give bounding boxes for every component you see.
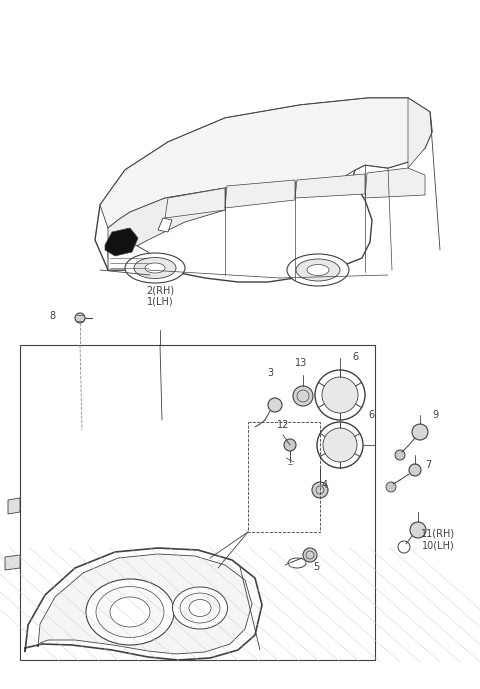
- Ellipse shape: [296, 259, 340, 281]
- Polygon shape: [365, 168, 425, 198]
- Text: 4: 4: [322, 480, 328, 490]
- Ellipse shape: [86, 579, 174, 645]
- Text: 12: 12: [277, 420, 289, 430]
- Text: 5: 5: [313, 562, 319, 572]
- Polygon shape: [95, 98, 432, 282]
- Ellipse shape: [288, 558, 306, 568]
- Text: 9: 9: [432, 410, 438, 420]
- Circle shape: [303, 548, 317, 562]
- Text: 8: 8: [49, 311, 55, 321]
- Text: 13: 13: [295, 358, 307, 368]
- Circle shape: [412, 424, 428, 440]
- Ellipse shape: [125, 253, 185, 283]
- Circle shape: [386, 482, 396, 492]
- Text: 6: 6: [352, 352, 358, 362]
- Text: 3: 3: [267, 368, 273, 378]
- Ellipse shape: [307, 265, 329, 276]
- Circle shape: [323, 428, 357, 462]
- Circle shape: [395, 450, 405, 460]
- Ellipse shape: [287, 254, 349, 286]
- Circle shape: [409, 464, 421, 476]
- Ellipse shape: [96, 586, 164, 637]
- Polygon shape: [165, 188, 225, 218]
- Polygon shape: [108, 188, 225, 258]
- Text: 7: 7: [425, 460, 431, 470]
- Polygon shape: [225, 180, 295, 208]
- Bar: [20, 345, 375, 660]
- Ellipse shape: [145, 263, 165, 273]
- Circle shape: [410, 522, 426, 538]
- Polygon shape: [158, 218, 172, 232]
- Polygon shape: [408, 98, 432, 168]
- Polygon shape: [108, 242, 155, 270]
- Ellipse shape: [180, 593, 220, 623]
- Polygon shape: [25, 548, 262, 660]
- Circle shape: [75, 313, 85, 323]
- Ellipse shape: [134, 258, 176, 278]
- Ellipse shape: [189, 599, 211, 617]
- Text: 11(RH)
10(LH): 11(RH) 10(LH): [421, 528, 455, 550]
- Polygon shape: [25, 548, 262, 660]
- Circle shape: [398, 541, 410, 553]
- Polygon shape: [105, 228, 138, 256]
- Ellipse shape: [110, 597, 150, 627]
- Text: 2(RH)
1(LH): 2(RH) 1(LH): [146, 285, 174, 307]
- Circle shape: [284, 439, 296, 451]
- Text: 6: 6: [368, 410, 374, 420]
- Circle shape: [312, 482, 328, 498]
- Circle shape: [268, 398, 282, 412]
- Circle shape: [317, 422, 363, 468]
- Circle shape: [315, 370, 365, 420]
- Circle shape: [322, 377, 358, 413]
- Polygon shape: [38, 554, 252, 654]
- Polygon shape: [295, 174, 365, 198]
- Circle shape: [293, 386, 313, 406]
- Polygon shape: [8, 498, 20, 514]
- Polygon shape: [5, 555, 20, 570]
- Bar: [248, 422, 320, 532]
- Ellipse shape: [172, 587, 228, 629]
- Polygon shape: [100, 98, 430, 228]
